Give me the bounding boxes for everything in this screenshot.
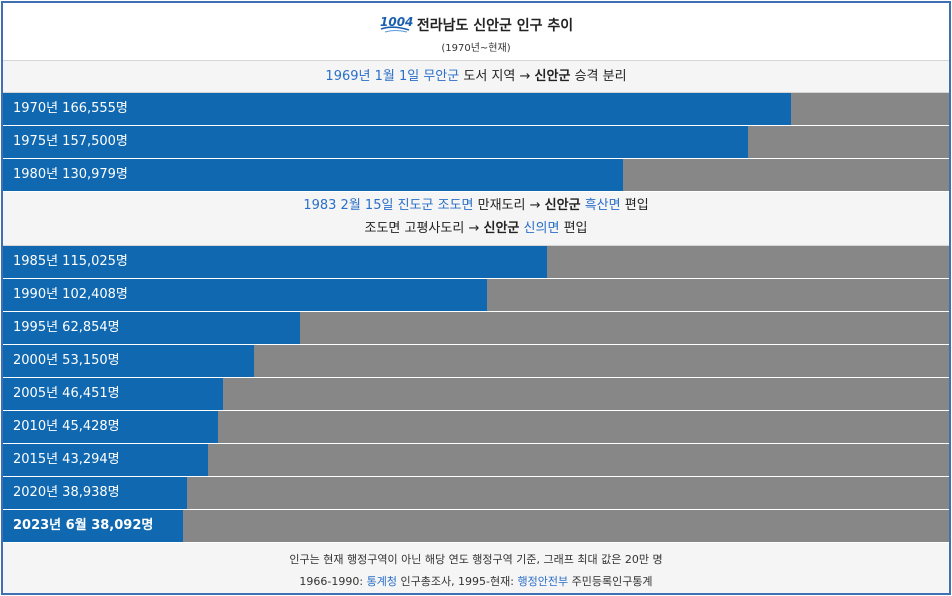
bar-label: 2010년 45,428명 <box>13 419 120 434</box>
footer-range2: 인구총조사, 1995-현재: <box>400 575 514 588</box>
bar-label: 1995년 62,854명 <box>13 320 120 335</box>
bar <box>3 444 208 476</box>
logo-text: 1004 <box>380 15 413 29</box>
footer-line2: 1966-1990: 통계청 인구총조사, 1995-현재: 행정안전부 주민등… <box>3 571 949 593</box>
chart-footer: 인구는 현재 행정구역이 아닌 해당 연도 행정구역 기준, 그래프 최대 값은… <box>3 543 949 593</box>
bar-row: 1980년 130,979명 <box>3 159 949 192</box>
note3-dest-link[interactable]: 신의면 <box>523 221 560 236</box>
bar-label: 1985년 115,025명 <box>13 254 128 269</box>
note2-dest-link[interactable]: 흑산면 <box>584 198 621 213</box>
bar-row: 1985년 115,025명 <box>3 246 949 279</box>
bar <box>3 411 218 443</box>
bar <box>3 93 791 125</box>
footer-link-statistics[interactable]: 통계청 <box>366 575 397 588</box>
bar <box>3 126 748 158</box>
note3-arrow: → <box>468 221 480 236</box>
note1-arrow: → <box>519 69 531 84</box>
bar <box>3 246 548 278</box>
footer-range1: 1966-1990: <box>299 575 364 588</box>
bar-label: 1975년 157,500명 <box>13 134 128 149</box>
bar-group-1985-2023: 1985년 115,025명 1990년 102,408명 1995년 62,854… <box>3 246 949 543</box>
bar-group-1970-1980: 1970년 166,555명 1975년 157,500명 1980년 130,97… <box>3 93 949 192</box>
bar-row: 1975년 157,500명 <box>3 126 949 159</box>
bar-row: 2010년 45,428명 <box>3 411 949 444</box>
note3-target: 신안군 <box>483 221 520 236</box>
bar-row: 2005년 46,451명 <box>3 378 949 411</box>
bar-row: 2023년 6월 38,092명 <box>3 510 949 543</box>
bar-row: 2000년 53,150명 <box>3 345 949 378</box>
note3-line: 조도면 고평사도리 → 신안군 신의면 편입 <box>3 217 949 240</box>
note2-county-link[interactable]: 진도군 <box>397 198 434 213</box>
bar <box>3 378 223 410</box>
bar <box>3 345 255 377</box>
bar <box>3 159 623 191</box>
bar <box>3 279 488 311</box>
bar-label: 1980년 130,979명 <box>13 167 128 182</box>
bar <box>3 477 188 509</box>
note3-prefix: 조도면 고평사도리 <box>364 221 465 236</box>
note3-end: 편입 <box>563 221 588 236</box>
bar-label: 1990년 102,408명 <box>13 287 128 302</box>
bar-row: 1990년 102,408명 <box>3 279 949 312</box>
note1-target: 신안군 <box>534 69 571 84</box>
note1-rest: 도서 지역 <box>463 69 516 84</box>
note2-date-link[interactable]: 1983 2월 15일 <box>303 198 394 213</box>
footer-link-ministry[interactable]: 행정안전부 <box>517 575 569 588</box>
bar <box>3 312 301 344</box>
chart-subtitle: (1970년~현재) <box>441 43 511 54</box>
chart-title-line: 1004 전라남도 신안군 인구 추이 <box>3 14 949 38</box>
bar-label: 2023년 6월 38,092명 <box>13 518 154 533</box>
annotation-1969: 1969년 1월 1일 무안군 도서 지역 → 신안군 승격 분리 <box>3 61 949 93</box>
note2-line: 1983 2월 15일 진도군 조도면 만재도리 → 신안군 흑산면 편입 <box>3 194 949 217</box>
note2-town-link[interactable]: 조도면 <box>437 198 474 213</box>
bar-label: 2000년 53,150명 <box>13 353 120 368</box>
bar-label: 2020년 38,938명 <box>13 485 120 500</box>
note2-village: 만재도리 <box>477 198 526 213</box>
note1-date-link[interactable]: 1969년 1월 1일 <box>325 69 420 84</box>
bar-row: 1995년 62,854명 <box>3 312 949 345</box>
bar <box>3 510 184 542</box>
note2-arrow: → <box>529 198 541 213</box>
chart-title: 전라남도 신안군 인구 추이 <box>416 18 574 34</box>
footer-line1: 인구는 현재 행정구역이 아닌 해당 연도 행정구역 기준, 그래프 최대 값은… <box>289 553 663 566</box>
note2-target: 신안군 <box>544 198 581 213</box>
note1-county-link[interactable]: 무안군 <box>423 69 460 84</box>
bar-label: 2005년 46,451명 <box>13 386 120 401</box>
footer-source: 주민등록인구통계 <box>571 575 653 588</box>
bar-row: 1970년 166,555명 <box>3 93 949 126</box>
bar-row: 2015년 43,294명 <box>3 444 949 477</box>
chart-header: 1004 전라남도 신안군 인구 추이 (1970년~현재) <box>3 3 949 61</box>
note1-end: 승격 분리 <box>574 69 627 84</box>
bar-row: 2020년 38,938명 <box>3 477 949 510</box>
note2-end: 편입 <box>624 198 649 213</box>
annotation-1983: 1983 2월 15일 진도군 조도면 만재도리 → 신안군 흑산면 편입 조도… <box>3 192 949 246</box>
bar-label: 1970년 166,555명 <box>13 101 128 116</box>
shinan-logo-icon: 1004 <box>379 14 413 38</box>
bar-label: 2015년 43,294명 <box>13 452 120 467</box>
